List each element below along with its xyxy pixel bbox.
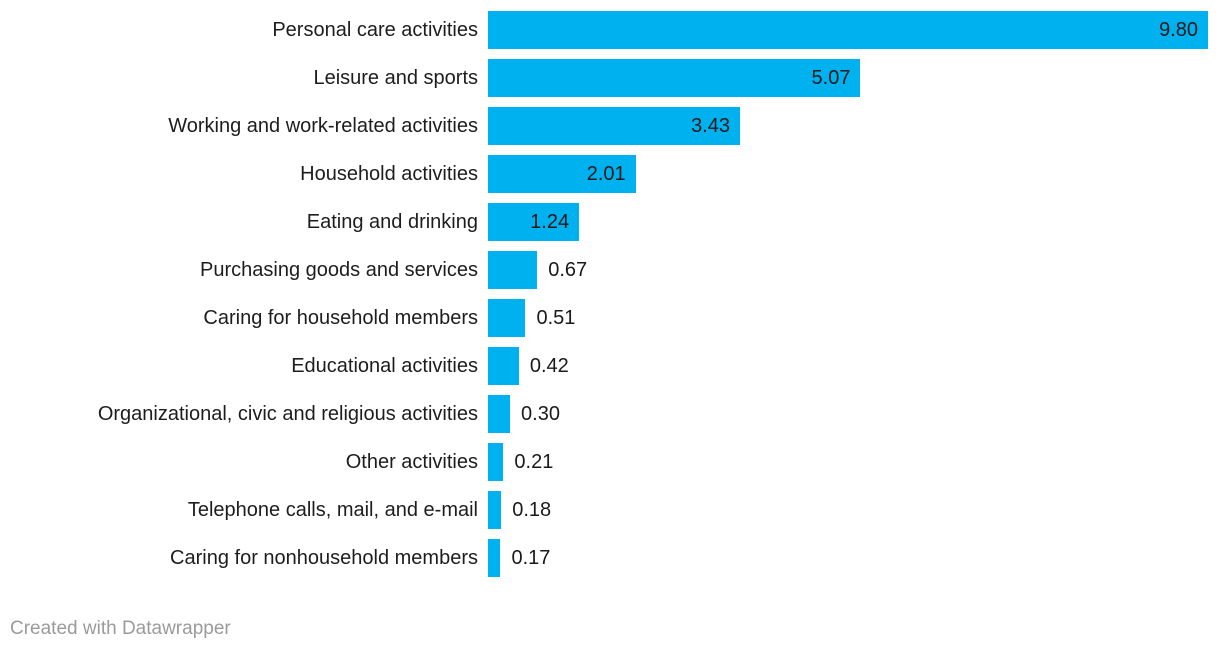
bar-value-label: 0.17 [511, 547, 551, 569]
bar-value-label: 9.80 [1159, 19, 1198, 41]
bar-track: 1.24 [488, 203, 1220, 241]
chart-row: Other activities 0.21 [0, 438, 1220, 486]
bar [488, 395, 511, 433]
bar-value-label: 1.24 [530, 211, 570, 233]
attribution-footer: Created with Datawrapper [10, 617, 231, 641]
chart-row: Caring for household members 0.51 [0, 294, 1220, 342]
bar-track: 0.17 [488, 539, 1220, 577]
bar-track: 0.21 [488, 443, 1220, 481]
bar-value-label: 5.07 [811, 67, 851, 89]
chart-row: Eating and drinking 1.24 [0, 198, 1220, 246]
bar-track: 3.43 [488, 107, 1220, 145]
bar-track: 5.07 [488, 59, 1220, 97]
bar-track: 0.51 [488, 299, 1220, 337]
category-label: Organizational, civic and religious acti… [97, 403, 478, 425]
category-label: Household activities [300, 163, 478, 185]
bar [488, 347, 519, 385]
chart-row: Purchasing goods and services 0.67 [0, 246, 1220, 294]
chart-row: Educational activities 0.42 [0, 342, 1220, 390]
bar-value-label: 0.18 [512, 499, 552, 521]
bar [488, 443, 504, 481]
chart-row: Working and work-related activities 3.43 [0, 102, 1220, 150]
bar-track: 0.42 [488, 347, 1220, 385]
bar-track: 0.30 [488, 395, 1220, 433]
bar: 9.80 [488, 11, 1208, 49]
bar-value-label: 2.01 [586, 163, 626, 185]
chart-row: Caring for nonhousehold members 0.17 [0, 534, 1220, 582]
bar [488, 539, 501, 577]
bar-value-label: 0.67 [548, 259, 588, 281]
category-label: Caring for nonhousehold members [170, 547, 478, 569]
bar [488, 251, 538, 289]
category-label: Caring for household members [203, 307, 478, 329]
chart-row: Leisure and sports 5.07 [0, 54, 1220, 102]
bar-chart: Personal care activities 9.80 Leisure an… [0, 6, 1220, 582]
bar-value-label: 0.30 [521, 403, 560, 425]
bar: 3.43 [488, 107, 740, 145]
category-label: Leisure and sports [313, 67, 478, 89]
bar-track: 0.67 [488, 251, 1220, 289]
category-label: Other activities [345, 451, 478, 473]
category-label: Working and work-related activities [168, 115, 478, 137]
category-label: Eating and drinking [306, 211, 478, 233]
bar-track: 2.01 [488, 155, 1220, 193]
bar: 5.07 [488, 59, 861, 97]
datawrapper-attribution-link[interactable]: Created with Datawrapper [10, 618, 231, 639]
chart-row: Organizational, civic and religious acti… [0, 390, 1220, 438]
chart-row: Household activities 2.01 [0, 150, 1220, 198]
chart-row: Telephone calls, mail, and e-mail 0.18 [0, 486, 1220, 534]
bar-value-label: 0.42 [529, 355, 569, 377]
bar-value-label: 0.51 [536, 307, 576, 329]
category-label: Educational activities [291, 355, 478, 377]
bar-value-label: 3.43 [691, 115, 730, 137]
bar: 2.01 [488, 155, 636, 193]
category-label: Telephone calls, mail, and e-mail [187, 499, 478, 521]
chart-row: Personal care activities 9.80 [0, 6, 1220, 54]
bar: 1.24 [488, 203, 580, 241]
bar-value-label: 0.21 [514, 451, 554, 473]
bar [488, 299, 526, 337]
bar-track: 9.80 [488, 11, 1220, 49]
category-label: Purchasing goods and services [200, 259, 478, 281]
bar-track: 0.18 [488, 491, 1220, 529]
bar [488, 491, 502, 529]
category-label: Personal care activities [272, 19, 478, 41]
